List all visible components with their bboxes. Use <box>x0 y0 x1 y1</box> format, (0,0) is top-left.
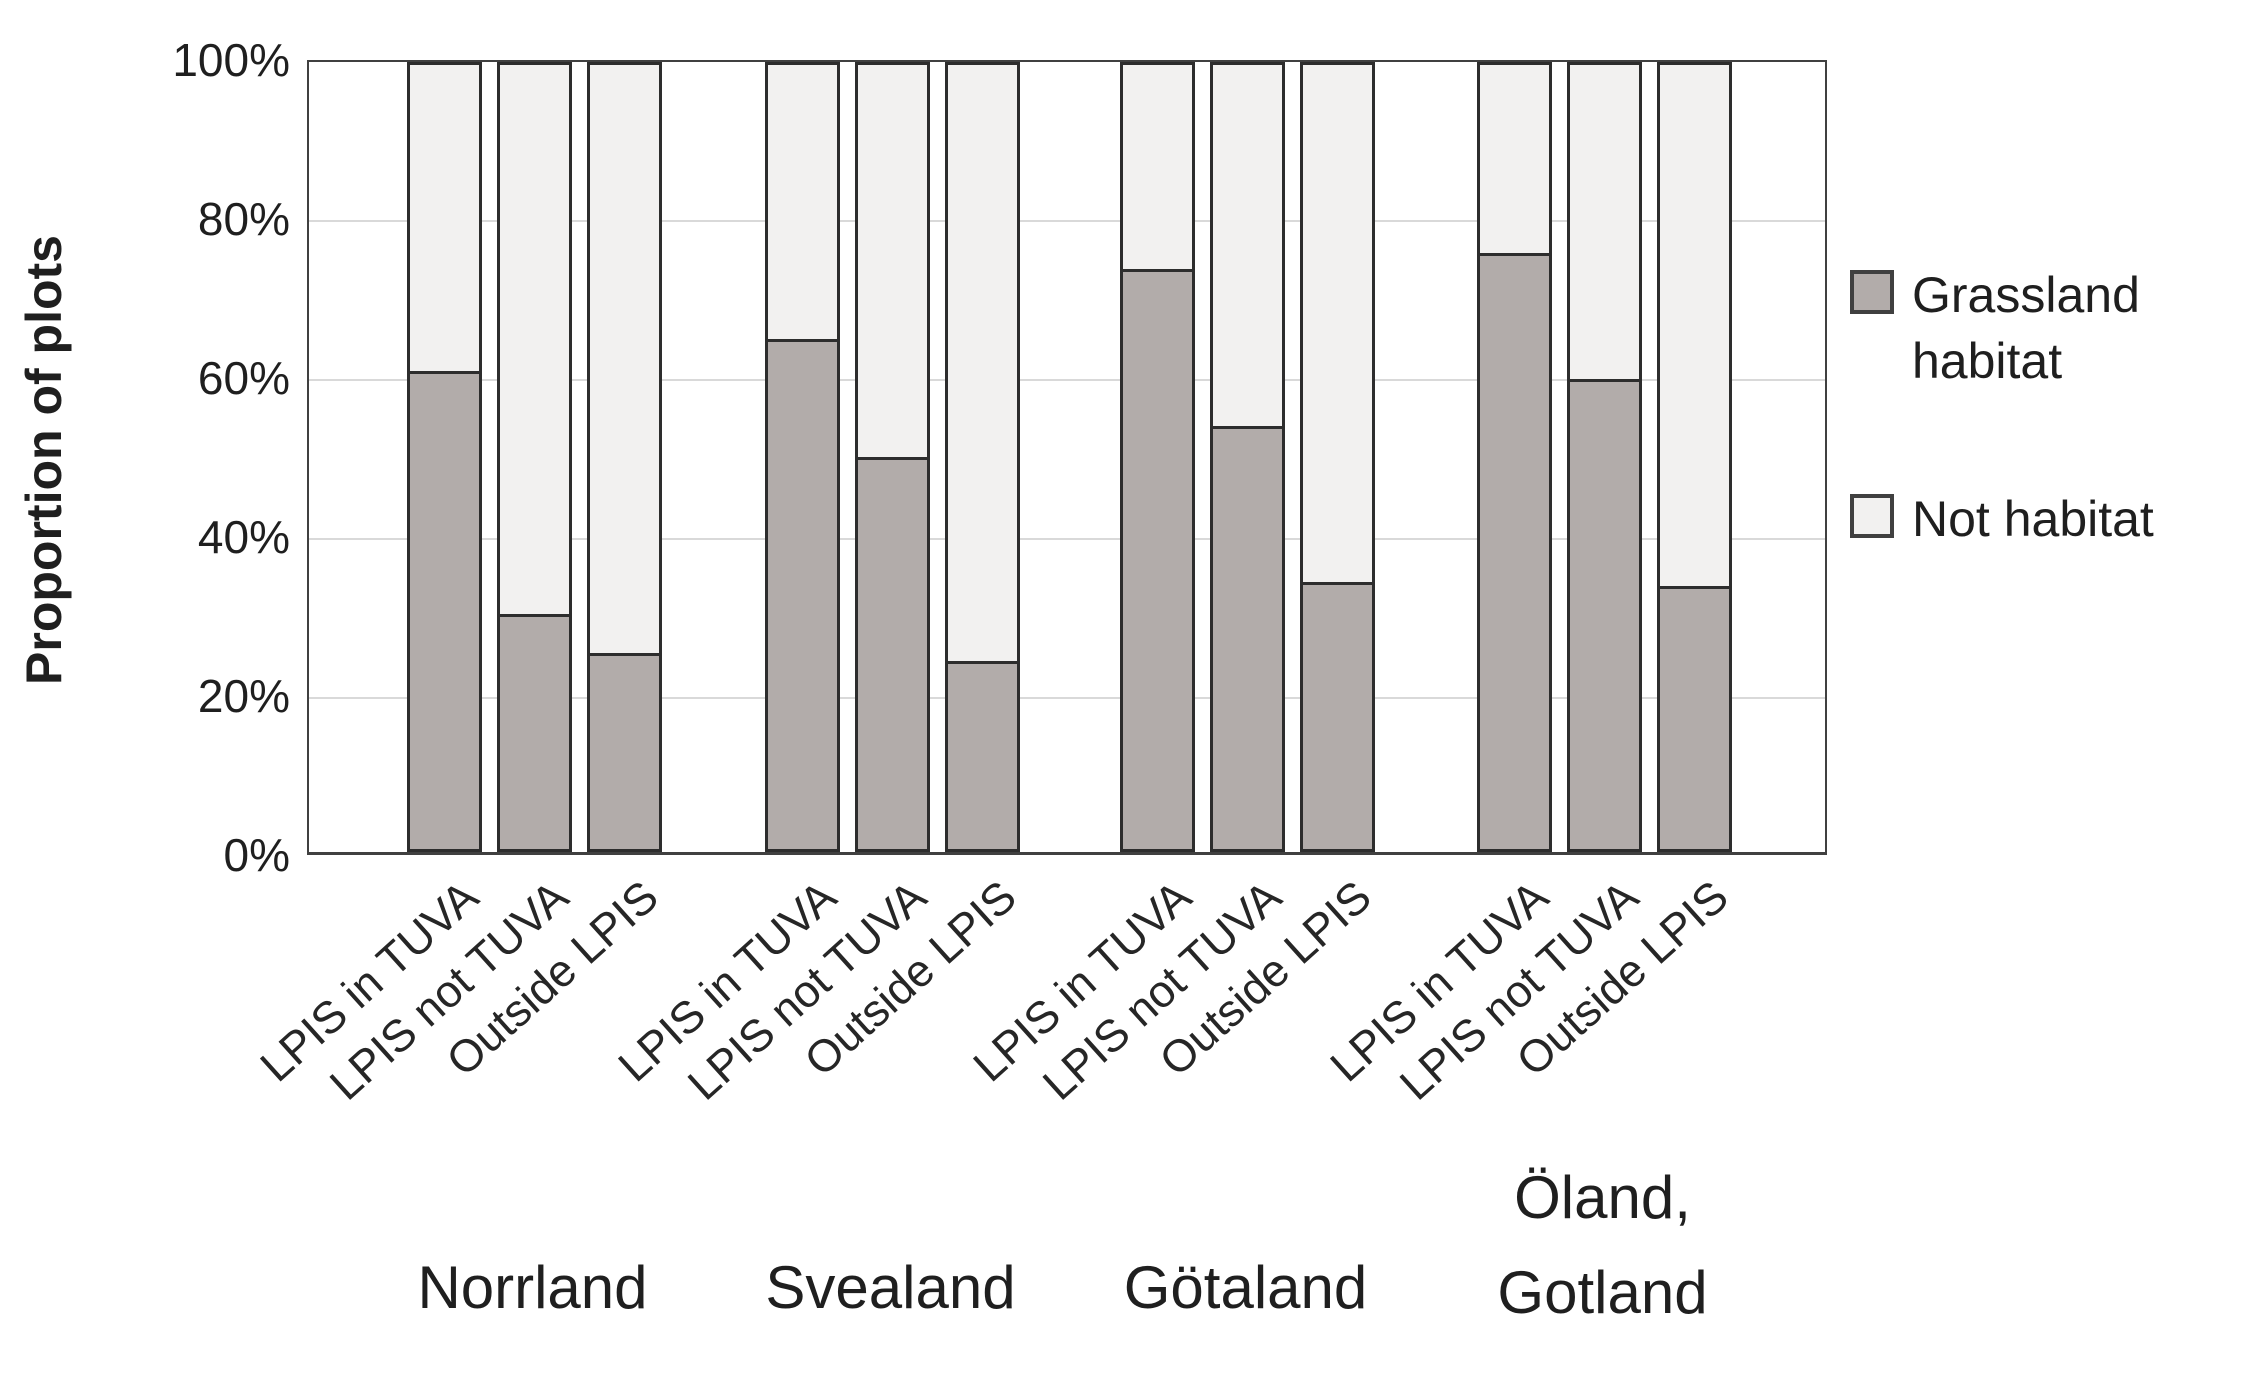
legend-item-grassland-habitat: Grassland habitat <box>1850 262 2212 394</box>
segment-grassland-habitat <box>500 613 569 849</box>
bar-götaland-lpis-not-tuva <box>1210 62 1285 852</box>
legend-swatch-grassland-habitat <box>1850 270 1894 314</box>
segment-grassland-habitat <box>1123 268 1192 849</box>
segment-grassland-habitat <box>410 370 479 849</box>
segment-not-habitat <box>948 65 1017 661</box>
segment-not-habitat <box>410 65 479 371</box>
y-tick-20: 20% <box>197 670 290 722</box>
bar-götaland-outside-lpis <box>1300 62 1375 852</box>
segment-not-habitat <box>500 65 569 614</box>
segment-not-habitat <box>1660 65 1729 587</box>
y-tick-0: 0% <box>223 829 290 881</box>
y-tick-40: 40% <box>197 511 290 563</box>
segment-grassland-habitat <box>1570 378 1639 849</box>
gridline-60 <box>309 379 1825 381</box>
bar-norrland-lpis-in-tuva <box>407 62 482 852</box>
segment-not-habitat <box>1303 65 1372 583</box>
bar-öland-gotland-outside-lpis <box>1657 62 1732 852</box>
legend-item-not-habitat: Not habitat <box>1850 486 2212 552</box>
legend-swatch-not-habitat <box>1850 494 1894 538</box>
bar-svealand-lpis-not-tuva <box>855 62 930 852</box>
segment-not-habitat <box>1123 65 1192 269</box>
y-axis-title: Proportion of plots <box>16 235 72 685</box>
gridline-40 <box>309 538 1825 540</box>
bar-svealand-lpis-in-tuva <box>765 62 840 852</box>
segment-grassland-habitat <box>1480 253 1549 849</box>
legend-label-grassland-habitat: Grassland habitat <box>1912 267 2140 389</box>
plot-area <box>307 60 1827 855</box>
y-tick-80: 80% <box>197 193 290 245</box>
gridline-80 <box>309 220 1825 222</box>
bar-svealand-outside-lpis <box>945 62 1020 852</box>
segment-not-habitat <box>768 65 837 340</box>
bar-öland-gotland-lpis-in-tuva <box>1477 62 1552 852</box>
segment-grassland-habitat <box>858 457 927 849</box>
group-label-norrland: Norrland <box>417 1254 648 1321</box>
segment-not-habitat <box>1480 65 1549 254</box>
group-label-öland-gotland: Öland, Gotland <box>1497 1164 1708 1326</box>
group-label-svealand: Svealand <box>765 1254 1016 1321</box>
bar-götaland-lpis-in-tuva <box>1120 62 1195 852</box>
segment-not-habitat <box>590 65 659 653</box>
segment-not-habitat <box>1213 65 1282 426</box>
bar-öland-gotland-lpis-not-tuva <box>1567 62 1642 852</box>
legend: Grassland habitat Not habitat <box>1850 262 2212 552</box>
segment-grassland-habitat <box>1660 586 1729 849</box>
gridline-20 <box>309 697 1825 699</box>
segment-not-habitat <box>1570 65 1639 379</box>
bar-norrland-outside-lpis <box>587 62 662 852</box>
legend-label-not-habitat: Not habitat <box>1912 491 2154 547</box>
group-label-götaland: Götaland <box>1123 1254 1368 1321</box>
segment-grassland-habitat <box>1303 582 1372 849</box>
segment-not-habitat <box>858 65 927 457</box>
segment-grassland-habitat <box>768 339 837 849</box>
segment-grassland-habitat <box>1213 425 1282 849</box>
y-tick-100: 100% <box>172 34 290 86</box>
bar-norrland-lpis-not-tuva <box>497 62 572 852</box>
y-tick-60: 60% <box>197 352 290 404</box>
segment-grassland-habitat <box>948 660 1017 849</box>
segment-grassland-habitat <box>590 653 659 849</box>
